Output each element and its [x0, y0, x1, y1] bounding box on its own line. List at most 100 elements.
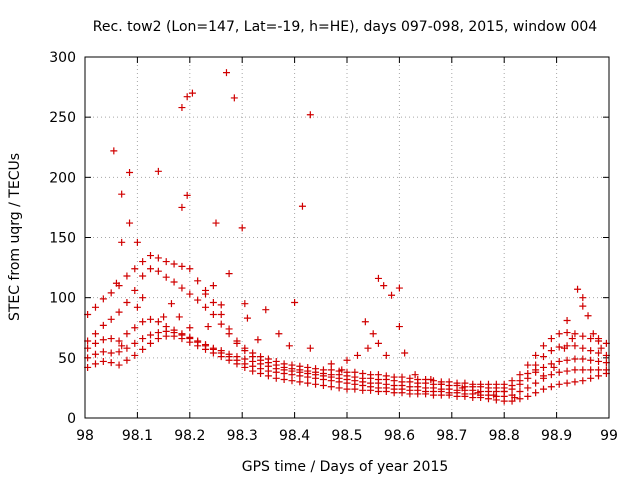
data-point	[492, 380, 500, 388]
data-point	[579, 355, 587, 363]
data-point	[230, 94, 238, 102]
data-point	[91, 350, 99, 358]
y-tick-label: 100	[49, 291, 76, 307]
data-point	[178, 284, 186, 292]
data-point	[280, 375, 288, 383]
data-point	[563, 317, 571, 325]
data-point	[351, 368, 359, 376]
data-point	[183, 191, 191, 199]
data-point	[107, 359, 115, 367]
data-point	[343, 356, 351, 364]
data-point	[126, 219, 134, 227]
data-point	[367, 371, 375, 379]
data-point	[147, 339, 154, 347]
data-point	[115, 348, 123, 356]
data-point	[288, 361, 296, 369]
data-point	[170, 278, 178, 286]
data-point	[540, 385, 547, 393]
data-point	[406, 374, 414, 382]
data-point	[131, 265, 139, 273]
data-point	[186, 333, 194, 341]
data-point	[147, 315, 154, 323]
x-axis-label: GPS time / Days of year 2015	[242, 459, 449, 475]
data-point	[382, 372, 390, 380]
data-point	[508, 377, 516, 385]
data-point	[178, 262, 186, 270]
data-point	[516, 371, 524, 379]
data-point	[170, 326, 178, 334]
data-point	[524, 384, 532, 392]
data-point	[217, 301, 225, 309]
data-point	[579, 366, 587, 374]
data-point	[186, 265, 194, 273]
data-point	[571, 342, 579, 350]
data-point	[579, 302, 587, 310]
data-point	[233, 353, 241, 361]
data-point	[524, 369, 532, 377]
y-tick-label: 200	[49, 170, 76, 186]
data-point	[123, 298, 131, 306]
data-point	[194, 277, 202, 285]
data-point	[547, 383, 555, 391]
data-point	[241, 300, 249, 308]
data-point	[380, 282, 388, 290]
data-point	[154, 167, 162, 175]
data-point	[312, 365, 320, 373]
data-point	[162, 273, 170, 281]
data-point	[243, 314, 251, 322]
data-point	[327, 366, 335, 374]
data-point	[579, 344, 587, 352]
data-point	[133, 303, 141, 311]
data-point	[382, 351, 390, 359]
data-point	[139, 272, 147, 280]
data-point	[233, 337, 241, 345]
data-point	[516, 377, 524, 385]
x-tick-label: 98.4	[279, 428, 310, 444]
data-point	[209, 344, 217, 352]
data-point	[91, 303, 99, 311]
data-point	[587, 335, 595, 343]
data-point	[555, 330, 563, 338]
data-point	[555, 357, 563, 365]
data-point	[217, 320, 225, 328]
data-point	[178, 203, 186, 211]
data-point	[312, 380, 320, 388]
data-point	[99, 321, 107, 329]
data-point	[508, 397, 516, 405]
data-point	[118, 190, 126, 198]
data-point	[99, 348, 107, 356]
data-point	[395, 284, 403, 292]
data-point	[107, 335, 115, 343]
data-point	[238, 224, 246, 232]
data-point	[272, 357, 280, 365]
tick-labels: 98 98.1 98.2 98.3 98.4 98.5 98.6 98.7 98.8 98.9 99…	[49, 50, 618, 444]
data-point	[540, 372, 547, 380]
data-point	[555, 343, 563, 351]
data-point	[374, 274, 382, 282]
data-point	[186, 324, 194, 332]
data-point	[241, 355, 249, 363]
data-point	[209, 298, 217, 306]
data-point	[563, 329, 571, 337]
x-tick-label: 98.7	[436, 428, 467, 444]
data-point	[154, 267, 162, 275]
data-point	[99, 357, 107, 365]
data-point	[160, 313, 168, 321]
data-point	[262, 306, 270, 314]
data-point	[595, 366, 603, 374]
data-point	[304, 363, 312, 371]
data-point	[319, 366, 327, 374]
y-tick-label: 250	[49, 110, 76, 126]
data-point	[547, 371, 555, 379]
x-tick-label: 98.9	[541, 428, 572, 444]
data-point	[280, 360, 288, 368]
data-point	[595, 357, 603, 365]
data-point	[183, 93, 191, 101]
data-point	[500, 380, 508, 388]
y-axis-label: STEC from uqrg / TECUs	[7, 153, 23, 321]
data-point	[162, 258, 170, 266]
data-point	[115, 361, 123, 369]
data-point	[361, 318, 369, 326]
data-point	[547, 335, 555, 343]
